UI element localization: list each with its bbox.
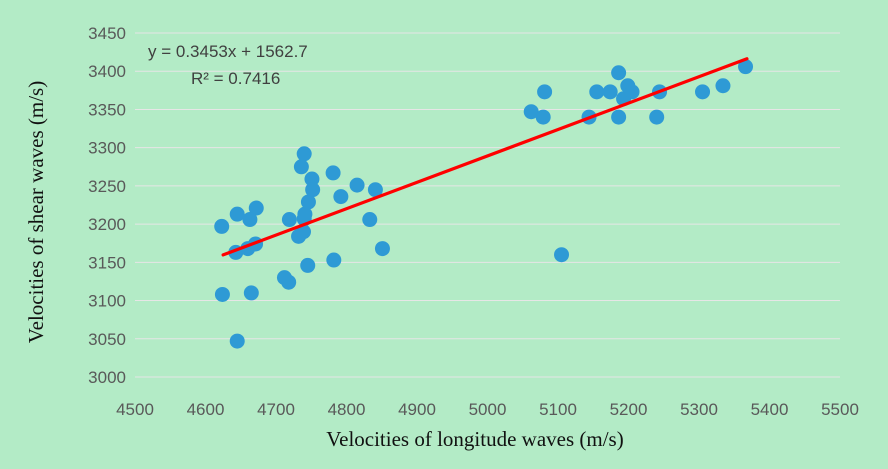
x-tick-label: 5200: [610, 400, 648, 419]
data-point: [535, 109, 551, 125]
y-tick-label: 3350: [88, 100, 126, 119]
trendline-r-squared: R² = 0.7416: [191, 69, 280, 88]
y-tick-label: 3000: [88, 368, 126, 387]
data-point: [649, 109, 665, 125]
data-point: [300, 257, 316, 273]
y-tick-label: 3050: [88, 330, 126, 349]
x-tick-label: 4500: [116, 400, 154, 419]
data-point: [304, 171, 320, 187]
trendline: [221, 57, 749, 257]
data-point: [295, 224, 311, 240]
data-point: [326, 252, 342, 268]
gridlines: [135, 32, 840, 378]
data-point: [554, 247, 570, 263]
data-point: [611, 65, 627, 81]
trendline-layer: [221, 57, 749, 257]
x-axis-title: Velocities of longitude waves (m/s): [326, 427, 623, 451]
data-point: [374, 241, 390, 257]
data-point: [297, 206, 313, 222]
y-tick-label: 3300: [88, 139, 126, 158]
x-tick-label: 5400: [751, 400, 789, 419]
y-tick-label: 3150: [88, 253, 126, 272]
data-point: [281, 212, 297, 228]
data-points: [214, 59, 754, 349]
data-point: [349, 177, 365, 193]
y-tick-label: 3400: [88, 62, 126, 81]
data-point: [738, 59, 754, 75]
x-tick-label: 4600: [187, 400, 225, 419]
data-point: [293, 159, 309, 175]
x-tick-label: 4800: [328, 400, 366, 419]
x-tick-label: 5000: [469, 400, 507, 419]
x-tick-label: 5300: [680, 400, 718, 419]
data-point: [589, 84, 605, 100]
data-point: [242, 212, 258, 228]
data-point: [248, 200, 264, 216]
data-point: [333, 189, 349, 205]
data-point: [243, 285, 259, 301]
x-tick-label: 4700: [257, 400, 295, 419]
trendline-equation: y = 0.3453x + 1562.7: [148, 42, 308, 61]
y-tick-label: 3450: [88, 24, 126, 43]
data-point: [362, 212, 378, 228]
y-tick-label: 3250: [88, 177, 126, 196]
data-point: [229, 206, 245, 222]
y-axis-title: Velocities of shear waves (m/s): [24, 81, 48, 343]
data-point: [296, 146, 312, 162]
data-point: [325, 165, 341, 181]
data-point: [611, 109, 627, 125]
data-point: [537, 84, 553, 100]
data-point: [281, 274, 297, 290]
data-point: [300, 194, 316, 210]
y-tick-label: 3100: [88, 292, 126, 311]
data-point: [695, 84, 711, 100]
data-point: [715, 78, 731, 94]
data-point: [229, 333, 245, 349]
data-point: [624, 84, 640, 100]
data-point: [214, 286, 230, 302]
data-point: [602, 84, 618, 100]
x-tick-label: 4900: [398, 400, 436, 419]
data-point: [523, 104, 539, 120]
x-tick-label: 5500: [821, 400, 859, 419]
data-point: [305, 182, 321, 198]
data-point: [367, 182, 383, 198]
x-axis-tick-labels: 4500 4600 4700 4800 4900 5000 5100 5200 5300 5400…: [116, 400, 859, 419]
y-axis-tick-labels: 3000 3050 3100 3150 3200 3250 3300 3350 3400 3450: [88, 24, 126, 387]
x-tick-label: 5100: [539, 400, 577, 419]
y-tick-label: 3200: [88, 215, 126, 234]
data-point: [214, 218, 230, 234]
